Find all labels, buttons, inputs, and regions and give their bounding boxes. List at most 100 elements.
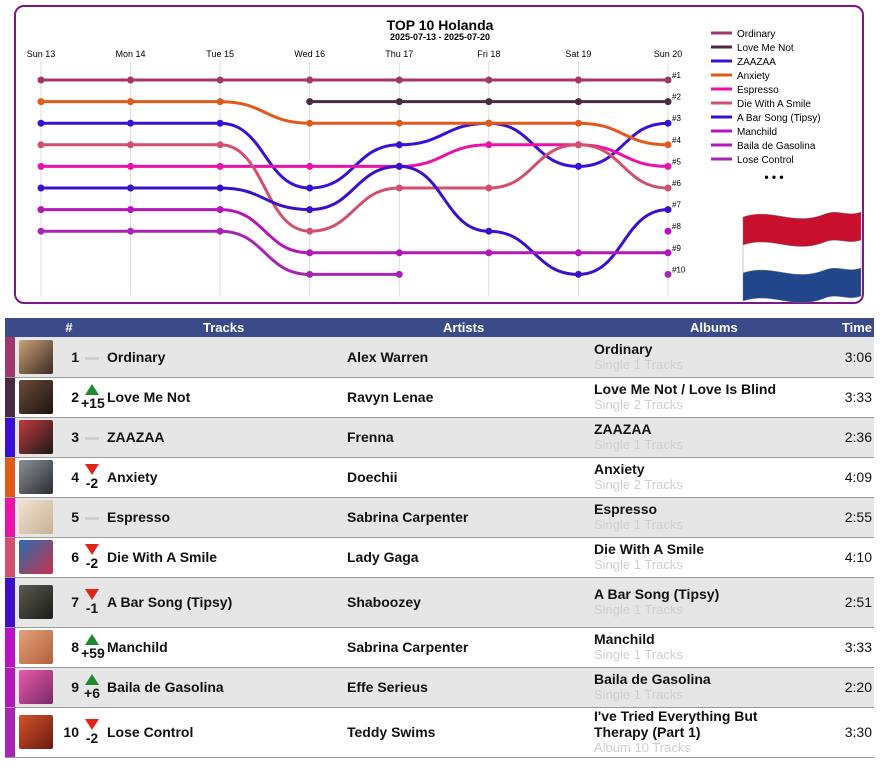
album-cell[interactable]: Anxiety Single 2 Tracks bbox=[594, 457, 814, 498]
data-point bbox=[574, 119, 582, 127]
table-row[interactable]: 1 Ordinary Alex Warren Ordinary Single 1 Tra… bbox=[5, 337, 874, 378]
album-title[interactable]: ZAAZAA bbox=[594, 421, 652, 437]
table-row[interactable]: 8 +59 Manchild Sabrina Carpenter Manchild Sin… bbox=[5, 627, 874, 668]
data-point bbox=[37, 98, 45, 106]
track-title[interactable]: Manchild bbox=[103, 627, 347, 668]
rank-change: -1 bbox=[81, 577, 103, 628]
album-title[interactable]: Baila de Gasolina bbox=[594, 671, 711, 687]
rank-change: -2 bbox=[81, 707, 103, 758]
album-cell[interactable]: Ordinary Single 1 Tracks bbox=[594, 337, 814, 378]
cover-thumbnail[interactable] bbox=[15, 377, 57, 418]
row-color-bar bbox=[5, 577, 15, 628]
data-point bbox=[37, 162, 45, 170]
cover-thumbnail[interactable] bbox=[15, 627, 57, 668]
album-cell[interactable]: Love Me Not / Love Is Blind Single 2 Trac… bbox=[594, 377, 814, 418]
album-title[interactable]: Manchild bbox=[594, 631, 655, 647]
album-cell[interactable]: ZAAZAA Single 1 Tracks bbox=[594, 417, 814, 458]
rank-tick-label: #7 bbox=[672, 201, 681, 210]
data-point bbox=[216, 206, 224, 214]
rank-change: +15 bbox=[81, 377, 105, 418]
rank-change bbox=[81, 417, 103, 458]
album-title[interactable]: Ordinary bbox=[594, 340, 653, 357]
album-cell[interactable]: Manchild Single 1 Tracks bbox=[594, 627, 814, 668]
legend-more: • • • bbox=[764, 170, 783, 184]
album-title[interactable]: Love Me Not / Love Is Blind bbox=[594, 381, 777, 397]
data-point bbox=[127, 184, 135, 192]
album-title[interactable]: I've Tried Everything But Therapy (Part … bbox=[594, 708, 758, 740]
cover-thumbnail[interactable] bbox=[15, 667, 57, 708]
album-title[interactable]: Anxiety bbox=[594, 461, 645, 477]
x-tick-label: Wed 16 bbox=[294, 49, 325, 59]
artist-name[interactable]: Effe Serieus bbox=[347, 667, 594, 708]
legend-label: Manchild bbox=[737, 127, 777, 138]
artist-name[interactable]: Sabrina Carpenter bbox=[347, 627, 594, 668]
album-title[interactable]: A Bar Song (Tipsy) bbox=[594, 586, 720, 602]
album-type: Single 1 Tracks bbox=[594, 356, 683, 372]
cover-thumbnail[interactable] bbox=[15, 337, 57, 378]
data-point bbox=[216, 162, 224, 170]
table-row[interactable]: 3 ZAAZAA Frenna ZAAZAA Single 1 Tracks 2:36 bbox=[5, 417, 874, 458]
track-title[interactable]: ZAAZAA bbox=[103, 417, 347, 458]
track-title[interactable]: Love Me Not bbox=[103, 377, 347, 418]
artist-name[interactable]: Lady Gaga bbox=[347, 537, 594, 578]
album-title[interactable]: Espresso bbox=[594, 501, 658, 517]
track-duration: 4:10 bbox=[814, 537, 874, 578]
table-row[interactable]: 7 -1 A Bar Song (Tipsy) Shaboozey A Bar Song… bbox=[5, 577, 874, 628]
table-row[interactable]: 5 Espresso Sabrina Carpenter Espresso Single… bbox=[5, 497, 874, 538]
cover-thumbnail[interactable] bbox=[15, 417, 57, 458]
track-title[interactable]: Lose Control bbox=[103, 707, 347, 758]
track-title[interactable]: Anxiety bbox=[103, 457, 347, 498]
artist-name[interactable]: Teddy Swims bbox=[347, 707, 594, 758]
table-row[interactable]: 9 +6 Baila de Gasolina Effe Serieus Baila de… bbox=[5, 667, 874, 708]
artist-name[interactable]: Ravyn Lenae bbox=[347, 377, 594, 418]
cover-thumbnail[interactable] bbox=[15, 497, 57, 538]
album-cell[interactable]: Die With A Smile Single 1 Tracks bbox=[594, 537, 814, 578]
table-row[interactable]: 10 -2 Lose Control Teddy Swims I've Tried Ev… bbox=[5, 707, 874, 758]
album-type: Single 2 Tracks bbox=[594, 397, 683, 412]
artist-name[interactable]: Frenna bbox=[347, 417, 594, 458]
track-title[interactable]: Espresso bbox=[103, 497, 347, 538]
series-line bbox=[41, 143, 669, 233]
table-row[interactable]: 2 +15 Love Me Not Ravyn Lenae Love Me Not / … bbox=[5, 377, 874, 418]
artist-name[interactable]: Alex Warren bbox=[347, 337, 594, 378]
cover-thumbnail[interactable] bbox=[15, 457, 57, 498]
cover-thumbnail[interactable] bbox=[15, 577, 57, 628]
album-cell[interactable]: I've Tried Everything But Therapy (Part … bbox=[594, 707, 814, 758]
rank-tick-label: #4 bbox=[672, 136, 681, 145]
table-header-row: # Tracks Artists Albums Time bbox=[5, 318, 874, 337]
album-type: Single 1 Tracks bbox=[594, 517, 683, 532]
cover-thumbnail[interactable] bbox=[15, 707, 57, 758]
album-cell[interactable]: Baila de Gasolina Single 1 Tracks bbox=[594, 667, 814, 708]
artist-name[interactable]: Doechii bbox=[347, 457, 594, 498]
album-title[interactable]: Die With A Smile bbox=[594, 541, 705, 557]
album-type: Single 1 Tracks bbox=[594, 647, 683, 662]
rank-change-value: -1 bbox=[85, 599, 99, 616]
chart-subtitle: 2025-07-13 - 2025-07-20 bbox=[390, 32, 490, 42]
track-title[interactable]: A Bar Song (Tipsy) bbox=[103, 577, 347, 628]
header-albums[interactable]: Albums bbox=[594, 318, 814, 337]
artist-name[interactable]: Sabrina Carpenter bbox=[347, 497, 594, 538]
header-artists[interactable]: Artists bbox=[347, 318, 594, 337]
header-time[interactable]: Time bbox=[814, 318, 874, 337]
data-point bbox=[574, 270, 582, 278]
artist-name[interactable]: Shaboozey bbox=[347, 577, 594, 628]
arrow-up-icon bbox=[85, 673, 99, 685]
rank-number: 9 bbox=[57, 667, 81, 708]
album-cell[interactable]: A Bar Song (Tipsy) Single 1 Tracks bbox=[594, 577, 814, 628]
cover-thumbnail[interactable] bbox=[15, 537, 57, 578]
table-row[interactable]: 4 -2 Anxiety Doechii Anxiety Single 2 Tracks 4… bbox=[5, 457, 874, 498]
arrow-up-icon bbox=[85, 383, 99, 395]
header-rank[interactable]: # bbox=[57, 318, 81, 337]
row-color-bar bbox=[5, 457, 15, 498]
table-row[interactable]: 6 -2 Die With A Smile Lady Gaga Die With A S… bbox=[5, 537, 874, 578]
track-title[interactable]: Baila de Gasolina bbox=[103, 667, 347, 708]
track-title[interactable]: Ordinary bbox=[103, 337, 347, 378]
data-point bbox=[664, 98, 672, 106]
header-tracks[interactable]: Tracks bbox=[103, 318, 347, 337]
album-cell[interactable]: Espresso Single 1 Tracks bbox=[594, 497, 814, 538]
track-title[interactable]: Die With A Smile bbox=[103, 537, 347, 578]
arrow-down-icon bbox=[85, 588, 99, 600]
rank-change-value: +15 bbox=[81, 394, 105, 411]
arrow-down-icon bbox=[85, 463, 99, 475]
